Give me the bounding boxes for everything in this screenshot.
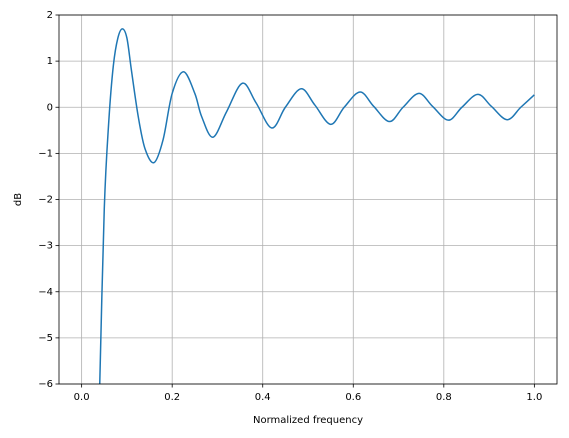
x-tick-label: 0.4 <box>255 392 271 403</box>
line-series <box>98 28 535 384</box>
y-tick-label: −1 <box>38 148 53 159</box>
x-tick-label: 0.0 <box>74 392 90 403</box>
y-axis-label: dB <box>13 193 24 206</box>
x-tick-label: 0.6 <box>345 392 361 403</box>
y-tick-label: −6 <box>38 379 53 390</box>
y-tick-label: −3 <box>38 241 53 252</box>
y-tick-label: −4 <box>38 287 53 298</box>
y-tick-label: 1 <box>47 56 53 67</box>
x-tick-label: 0.2 <box>164 392 180 403</box>
x-tick-label: 0.8 <box>436 392 452 403</box>
y-tick-label: 0 <box>47 102 53 113</box>
x-tick-label: 1.0 <box>526 392 542 403</box>
y-tick-label: −5 <box>38 333 53 344</box>
x-axis-label: Normalized frequency <box>253 415 363 426</box>
y-tick-label: 2 <box>47 10 53 21</box>
y-tick-label: −2 <box>38 195 53 206</box>
